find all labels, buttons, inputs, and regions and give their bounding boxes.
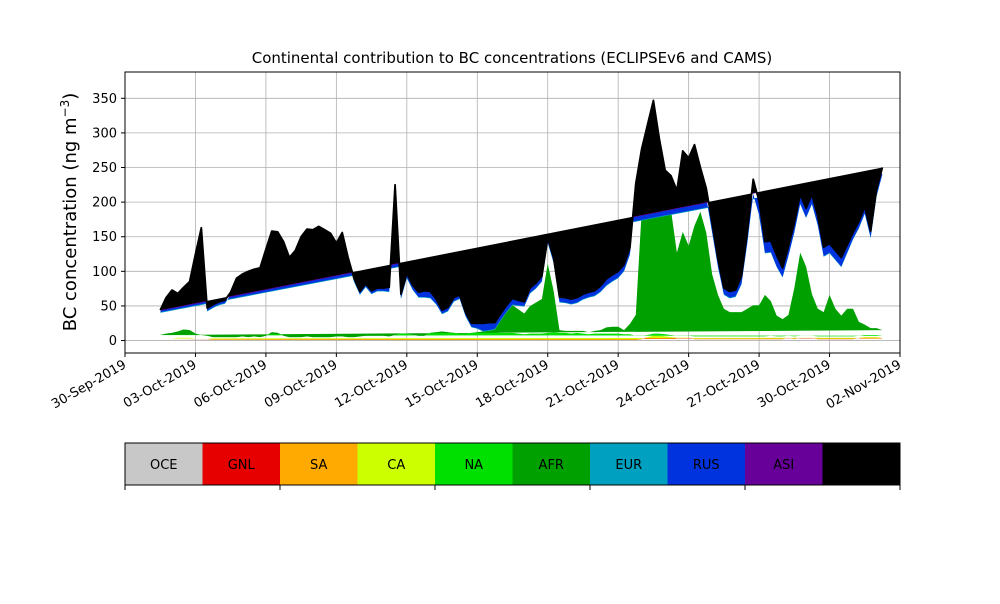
y-axis-label-sup: −3: [58, 100, 72, 118]
x-tick-label: 21-Oct-2019: [544, 357, 622, 411]
y-tick-label: 150: [92, 230, 117, 245]
x-tick-label: 24-Oct-2019: [614, 357, 692, 411]
legend-frame: [124, 442, 901, 486]
plot-frame: [124, 71, 901, 354]
x-tick-label: 15-Oct-2019: [403, 357, 481, 411]
legend-swatch-oce: [125, 443, 203, 485]
legend-label-afr: AFR: [539, 458, 564, 473]
legend-label-eur: EUR: [615, 458, 642, 473]
legend-swatch-gnl: [202, 443, 280, 485]
area-rus: [160, 111, 883, 331]
area-layer: [160, 100, 883, 340]
x-tick-label: 09-Oct-2019: [262, 357, 340, 411]
legend-swatch-sa: [280, 443, 358, 485]
legend-label-aus: AUS: [848, 458, 875, 473]
legend-label-oce: OCE: [150, 458, 178, 473]
x-tick-label: 06-Oct-2019: [192, 357, 270, 411]
y-tick-label: 50: [100, 299, 117, 314]
y-axis-label: BC concentration (ng m−3): [58, 93, 81, 332]
x-tick-label: 18-Oct-2019: [473, 357, 551, 411]
total-layer: [159, 99, 884, 325]
legend-label-asi: ASI: [773, 458, 794, 473]
area-ca: [160, 335, 883, 340]
legend-swatch-eur: [590, 443, 668, 485]
x-tick-label: 27-Oct-2019: [685, 357, 763, 411]
total-line: [159, 99, 884, 325]
legend-label-gnl: GNL: [228, 458, 256, 473]
legend-label-ca: CA: [387, 458, 405, 473]
y-tick-label: 350: [92, 92, 117, 107]
legend-swatch-rus: [667, 443, 745, 485]
x-tick-label: 02-Nov-2019: [824, 357, 904, 412]
x-tick-label: 30-Sep-2019: [49, 357, 129, 412]
y-tick-layer: 0 50 100 150 200 250 300 350: [92, 92, 125, 349]
x-tick-label: 12-Oct-2019: [332, 357, 410, 411]
legend-swatch-asi: [745, 443, 823, 485]
area-sa: [160, 336, 883, 340]
y-tick-label: 0: [109, 334, 117, 349]
y-tick-label: 100: [92, 265, 117, 280]
legend-swatch-ca: [357, 443, 435, 485]
y-tick-label: 200: [92, 196, 117, 211]
legend-label-na: NA: [464, 458, 483, 473]
y-axis-label-close: ): [60, 93, 81, 100]
legend-swatch-afr: [512, 443, 590, 485]
area-afr: [160, 125, 883, 338]
y-tick-label: 300: [92, 126, 117, 141]
x-tick-label: 30-Oct-2019: [755, 357, 833, 411]
x-tick-layer: 30-Sep-201903-Oct-201906-Oct-201909-Oct-…: [49, 353, 904, 412]
legend-colorbar: OCE GNL SA CA NA AFR EUR RUS ASI AUS: [124, 442, 901, 490]
y-tick-label: 250: [92, 161, 117, 176]
legend-swatch-aus: [822, 443, 900, 485]
area-aus: [160, 100, 883, 324]
chart-title: Continental contribution to BC concentra…: [252, 49, 773, 67]
y-axis-label-main: BC concentration (ng m: [60, 117, 81, 331]
legend-label-rus: RUS: [693, 458, 720, 473]
x-tick-label: 03-Oct-2019: [121, 357, 199, 411]
legend-label-sa: SA: [310, 458, 327, 473]
legend-swatch-na: [435, 443, 513, 485]
